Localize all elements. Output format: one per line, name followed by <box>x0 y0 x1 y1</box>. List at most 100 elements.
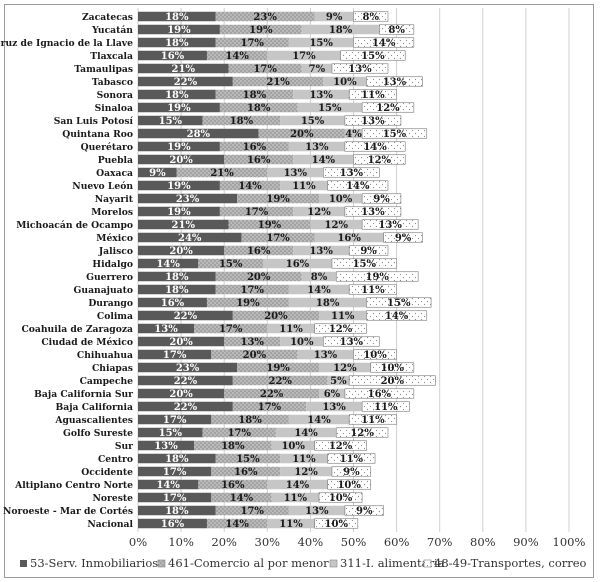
data-label: 23% <box>253 12 277 23</box>
data-label: 18% <box>165 12 189 23</box>
data-label: 19% <box>266 363 290 374</box>
data-label: 9% <box>395 233 412 244</box>
data-label: 18% <box>230 116 254 127</box>
data-label: 18% <box>165 272 189 283</box>
data-label: 13% <box>378 220 402 231</box>
data-label: 13% <box>305 142 329 153</box>
data-label: 12% <box>329 324 353 335</box>
data-label: 9% <box>149 168 166 179</box>
data-label: 9% <box>343 467 360 478</box>
bar-segment <box>138 297 207 308</box>
category-label: Tabasco <box>92 77 133 88</box>
bar-segment <box>138 323 195 334</box>
category-label: Sonora <box>97 90 133 101</box>
bar-segment <box>301 271 337 282</box>
data-label: 22% <box>174 402 198 413</box>
data-label: 22% <box>174 311 198 322</box>
bar-segment <box>271 440 315 451</box>
bar-segment <box>344 206 402 217</box>
category-label: Coahuila de Zaragoza <box>21 324 133 335</box>
bar-segment <box>331 258 397 269</box>
data-label: 10% <box>325 519 349 530</box>
category-label: Veracruz de Ignacio de la Llave <box>0 38 133 49</box>
bar-segment <box>237 193 320 204</box>
category-label: San Luis Potosí <box>54 116 134 127</box>
bar-segment <box>348 414 397 425</box>
data-label: 16% <box>337 233 361 244</box>
data-label: 19% <box>167 181 191 192</box>
data-label: 14% <box>225 51 249 62</box>
data-label: 18% <box>165 285 189 296</box>
bar-segment <box>138 76 233 87</box>
data-label: 16% <box>243 142 267 153</box>
data-label: 13% <box>314 350 338 361</box>
bar-segment <box>314 11 354 22</box>
data-label: 10% <box>337 480 361 491</box>
data-label: 20% <box>247 272 271 283</box>
bar-segment <box>215 284 289 295</box>
legend-swatch <box>20 560 27 567</box>
bar-segment <box>219 141 289 152</box>
data-label: 14% <box>307 415 331 426</box>
data-label: 9% <box>326 12 343 23</box>
data-label: 19% <box>236 298 260 309</box>
category-label: Ciudad de México <box>41 337 133 348</box>
bar-segment <box>288 141 345 152</box>
legend-label: 48-49-Transportes, correo <box>434 556 587 570</box>
bar-segment <box>280 180 328 191</box>
data-label: 12% <box>333 363 357 374</box>
bar-segment <box>288 297 367 308</box>
bar-segment <box>327 479 372 490</box>
data-label: 10% <box>329 493 353 504</box>
data-label: 18% <box>243 90 267 101</box>
bar-segment <box>297 349 354 360</box>
bar-segment <box>194 440 272 451</box>
bar-segment <box>361 401 410 412</box>
category-label: Golfo Sureste <box>63 428 133 439</box>
bar-segment <box>202 427 276 438</box>
bar-segment <box>319 362 371 373</box>
bar-segment <box>215 271 302 282</box>
data-label: 9% <box>373 194 390 205</box>
bar-segment <box>138 336 225 347</box>
bar-segment <box>288 284 350 295</box>
bar-segment <box>353 349 397 360</box>
data-label: 14% <box>156 259 180 270</box>
bar-segment <box>215 89 294 100</box>
data-label: 20% <box>169 155 193 166</box>
data-label: 15% <box>219 259 243 270</box>
data-label: 12% <box>350 428 374 439</box>
bar-segment <box>138 466 212 477</box>
bar-segment <box>211 466 281 477</box>
data-label: 19% <box>266 194 290 205</box>
category-label: Guanajuato <box>74 285 133 296</box>
bar-segment <box>267 323 315 334</box>
data-label: 10% <box>363 350 387 361</box>
legend-swatch <box>157 559 166 568</box>
bar-segment <box>232 401 307 412</box>
bar-segment <box>327 375 350 386</box>
bar-segment <box>138 141 220 152</box>
bar-segment <box>138 258 199 269</box>
category-label: Baja California <box>56 402 134 413</box>
data-label: 11% <box>331 311 355 322</box>
data-label: 17% <box>253 64 277 75</box>
data-label: 18% <box>165 506 189 517</box>
bar-segment <box>344 141 406 152</box>
category-label: Quintana Roo <box>62 129 133 140</box>
category-label: México <box>96 233 133 244</box>
data-label: 22% <box>174 77 198 88</box>
data-label: 11% <box>292 454 316 465</box>
data-label: 5% <box>330 376 347 387</box>
bar-segment <box>323 167 380 178</box>
bar-segment <box>314 323 367 334</box>
bar-segment <box>267 518 315 529</box>
data-label: 10% <box>290 337 314 348</box>
data-label: 13% <box>241 337 265 348</box>
data-label: 14% <box>156 480 180 491</box>
x-tick-label: 0% <box>129 535 147 549</box>
bar-segment <box>138 193 238 204</box>
bar-segment <box>353 37 415 48</box>
bars: 18% 23% 9% 8% 19% 19% 18% 8% 18% 17% 15% 14% 16% 14% 1… <box>138 11 436 530</box>
